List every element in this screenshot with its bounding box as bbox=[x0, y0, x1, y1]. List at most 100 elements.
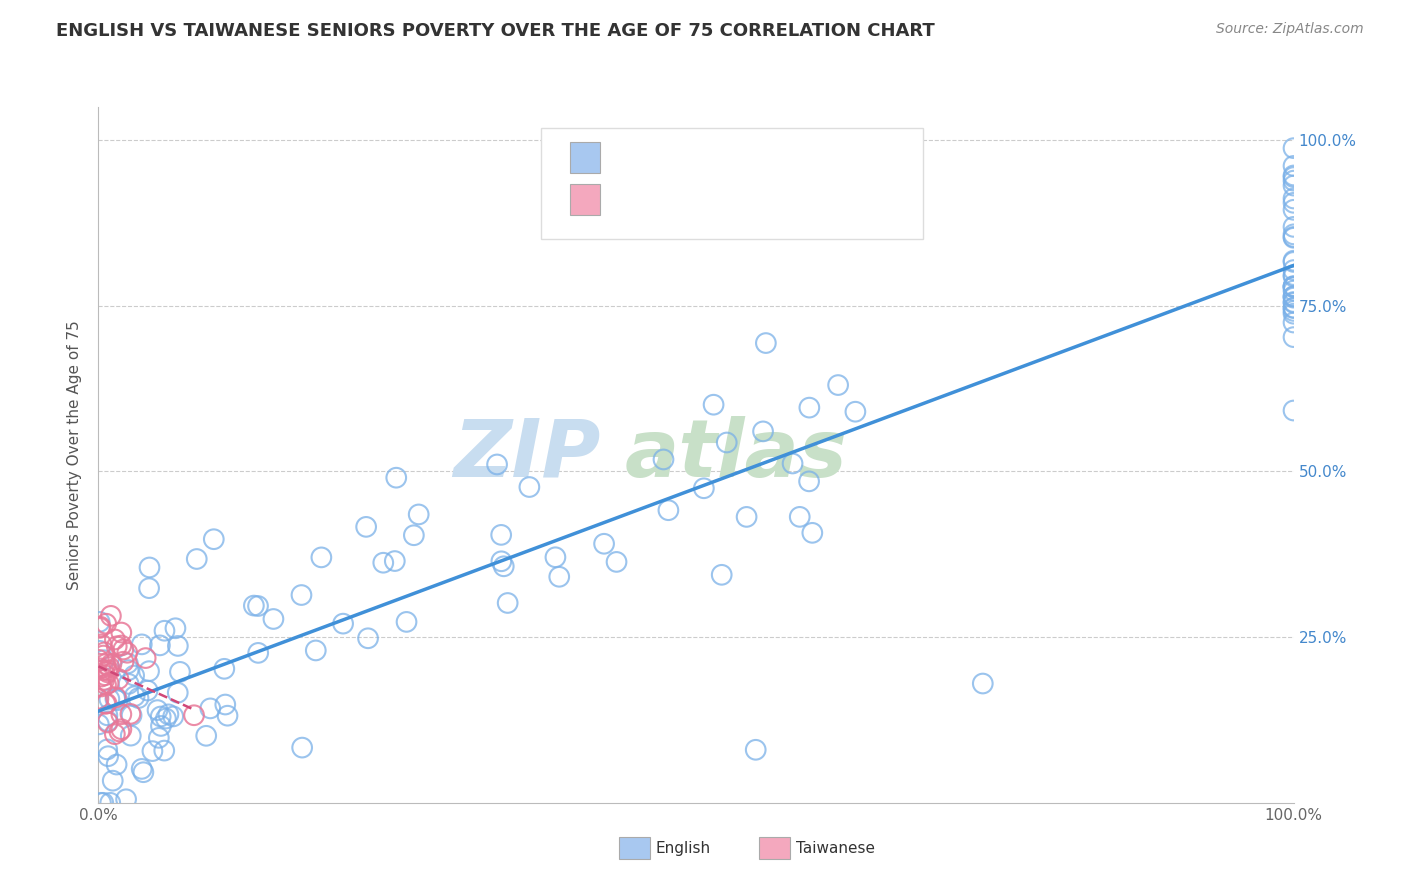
Point bbox=[1282, 219, 1305, 234]
Point bbox=[186, 552, 208, 566]
Point bbox=[385, 471, 408, 485]
Point bbox=[1282, 279, 1305, 293]
Point bbox=[782, 457, 804, 471]
Point bbox=[1282, 227, 1305, 242]
Point bbox=[117, 677, 139, 691]
Point bbox=[120, 706, 142, 721]
Text: R =: R = bbox=[619, 190, 654, 208]
Point bbox=[89, 621, 111, 635]
Point bbox=[117, 657, 139, 671]
Text: N =: N = bbox=[768, 190, 804, 208]
Point bbox=[87, 692, 110, 706]
Point bbox=[1282, 141, 1305, 155]
Point bbox=[844, 405, 866, 419]
Point bbox=[124, 689, 146, 703]
Point bbox=[94, 677, 117, 691]
Point bbox=[491, 554, 513, 568]
Point bbox=[97, 665, 120, 680]
Point bbox=[1282, 307, 1305, 321]
Point bbox=[827, 378, 849, 392]
Point bbox=[1282, 279, 1305, 293]
Point bbox=[1282, 174, 1305, 188]
Text: 41: 41 bbox=[821, 190, 846, 208]
Point bbox=[169, 665, 191, 679]
Point bbox=[153, 743, 176, 757]
Point bbox=[166, 686, 188, 700]
Point bbox=[1282, 301, 1305, 315]
Point bbox=[703, 398, 725, 412]
Point bbox=[1282, 255, 1305, 269]
Text: ZIP: ZIP bbox=[453, 416, 600, 494]
Point bbox=[797, 475, 820, 489]
Point bbox=[195, 729, 218, 743]
Point bbox=[110, 707, 132, 722]
Point bbox=[752, 425, 775, 439]
Point bbox=[98, 692, 121, 706]
Point bbox=[1282, 192, 1305, 206]
Point bbox=[89, 615, 111, 629]
Text: ENGLISH VS TAIWANESE SENIORS POVERTY OVER THE AGE OF 75 CORRELATION CHART: ENGLISH VS TAIWANESE SENIORS POVERTY OVE… bbox=[56, 22, 935, 40]
Point bbox=[755, 336, 778, 351]
Point bbox=[97, 714, 120, 729]
Text: 135: 135 bbox=[821, 148, 859, 167]
Point bbox=[166, 639, 188, 653]
Point bbox=[1282, 178, 1305, 193]
Text: R =: R = bbox=[619, 148, 654, 167]
Point bbox=[1282, 159, 1305, 173]
Point bbox=[202, 532, 225, 546]
Point bbox=[153, 624, 176, 638]
Y-axis label: Seniors Poverty Over the Age of 75: Seniors Poverty Over the Age of 75 bbox=[67, 320, 83, 590]
Point bbox=[132, 765, 155, 780]
Point bbox=[1282, 231, 1305, 245]
Point bbox=[128, 691, 150, 706]
Point bbox=[104, 690, 127, 705]
Point bbox=[652, 452, 675, 467]
Point bbox=[122, 668, 145, 682]
Point bbox=[131, 637, 153, 651]
Point bbox=[544, 550, 567, 565]
Text: 0.707: 0.707 bbox=[678, 148, 735, 167]
Point bbox=[243, 599, 266, 613]
Point bbox=[94, 657, 117, 671]
Point bbox=[1282, 304, 1305, 318]
Point bbox=[117, 663, 139, 677]
Point bbox=[104, 632, 127, 647]
Point bbox=[1282, 403, 1305, 417]
Point bbox=[91, 796, 114, 810]
Point bbox=[1282, 289, 1305, 303]
Text: Source: ZipAtlas.com: Source: ZipAtlas.com bbox=[1216, 22, 1364, 37]
Text: English: English bbox=[655, 841, 710, 855]
Point bbox=[1282, 202, 1305, 217]
Point bbox=[291, 740, 314, 755]
Point bbox=[136, 683, 159, 698]
Point bbox=[100, 657, 122, 671]
FancyBboxPatch shape bbox=[571, 184, 600, 215]
Point bbox=[799, 401, 821, 415]
Point bbox=[98, 660, 121, 674]
Point bbox=[214, 698, 236, 712]
Point bbox=[108, 724, 131, 739]
FancyBboxPatch shape bbox=[571, 142, 600, 173]
Point bbox=[492, 559, 515, 574]
Point bbox=[89, 620, 111, 634]
Point bbox=[290, 588, 312, 602]
Point bbox=[96, 708, 118, 723]
Point bbox=[735, 509, 758, 524]
Text: Taiwanese: Taiwanese bbox=[796, 841, 875, 855]
Point bbox=[96, 697, 118, 711]
Point bbox=[1282, 253, 1305, 268]
Point bbox=[1282, 301, 1305, 315]
Point bbox=[157, 707, 180, 722]
Text: -0.168: -0.168 bbox=[666, 190, 731, 208]
Point bbox=[496, 596, 519, 610]
Point bbox=[373, 556, 395, 570]
Point bbox=[93, 673, 115, 687]
Point bbox=[149, 719, 172, 733]
Point bbox=[354, 520, 377, 534]
Point bbox=[96, 616, 118, 631]
Point bbox=[648, 212, 672, 227]
Point bbox=[1282, 295, 1305, 310]
Point bbox=[100, 608, 122, 623]
Point bbox=[138, 664, 160, 678]
Point bbox=[94, 668, 117, 682]
